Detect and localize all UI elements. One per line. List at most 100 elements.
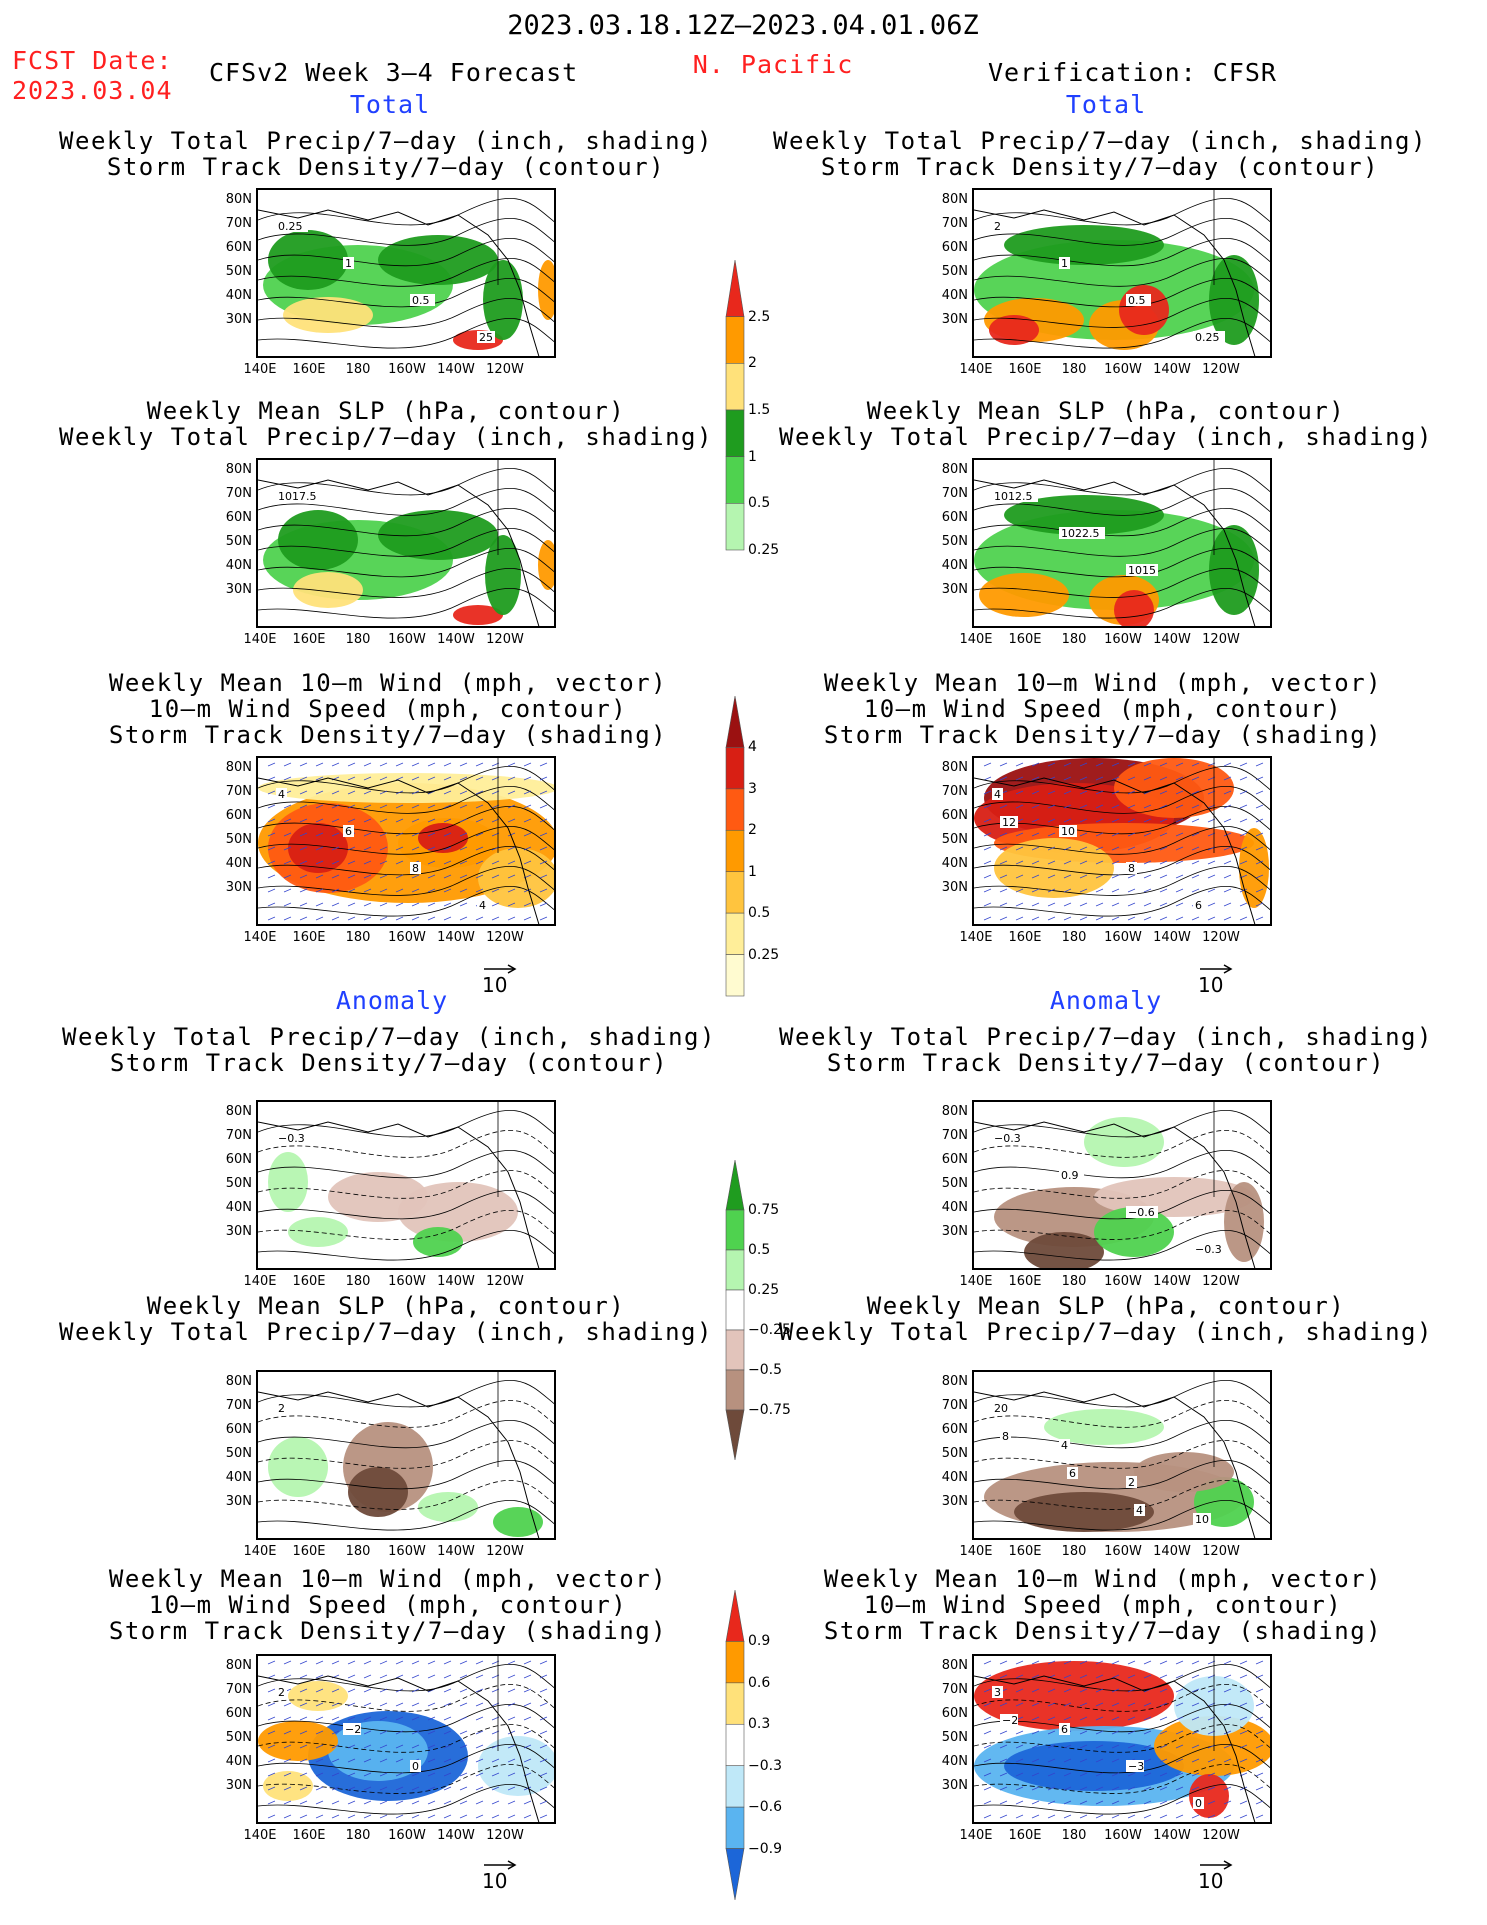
wind-vector [283, 818, 292, 823]
wind-vector [283, 874, 292, 879]
shade-blob [283, 297, 373, 333]
wind-vector [267, 1800, 276, 1805]
wind-vector [1111, 1702, 1120, 1707]
wind-vector [443, 902, 452, 907]
wind-vector [983, 1772, 992, 1777]
y-tick-label: 70N [941, 486, 968, 501]
wind-vector [1015, 860, 1024, 865]
wind-vector [1223, 1786, 1232, 1791]
wind-vector [1175, 1674, 1184, 1679]
contour-line [258, 1110, 554, 1138]
wind-vector [1159, 916, 1168, 921]
wind-vector [443, 776, 452, 781]
wind-vector [1191, 790, 1200, 795]
contour-line [974, 1170, 1270, 1199]
x-tick-label: 180 [1061, 1274, 1087, 1289]
wind-vector [363, 1814, 372, 1819]
contour-line [258, 786, 554, 814]
x-tick-label: 180 [345, 1828, 371, 1843]
contour-line [974, 1744, 1270, 1774]
wind-vector [427, 902, 436, 907]
x-tick-label: 140E [959, 930, 993, 945]
contour-label: −2 [345, 1723, 361, 1736]
wind-vector [983, 916, 992, 921]
wind-vector [1127, 1800, 1136, 1805]
wind-vector [1191, 846, 1200, 851]
shade-blob [278, 510, 358, 570]
wind-vector [507, 804, 516, 809]
contour-label: −2 [1002, 1714, 1018, 1727]
wind-vector [443, 874, 452, 879]
wind-vector [523, 832, 532, 837]
y-tick-label: 50N [225, 1176, 252, 1191]
wind-vector [1143, 818, 1152, 823]
wind-vector [315, 832, 324, 837]
wind-vector [411, 888, 420, 893]
wind-vector [1159, 1814, 1168, 1819]
wind-vector [1159, 1702, 1168, 1707]
colorbar-segment [725, 954, 745, 997]
x-tick-label: 160E [292, 1544, 326, 1559]
shade-blob [418, 823, 468, 853]
colorbar-segment [725, 363, 745, 411]
wind-vector [379, 1730, 388, 1735]
wind-vector [1015, 1744, 1024, 1749]
x-tick-label: 140W [437, 632, 475, 647]
wind-vector [331, 818, 340, 823]
wind-vector [363, 762, 372, 767]
wind-vector [539, 846, 548, 851]
wind-vector [443, 1786, 452, 1791]
arrow-right-icon [1198, 957, 1234, 974]
wind-vector [347, 916, 356, 921]
wind-vector [283, 1758, 292, 1763]
wind-vector [1255, 916, 1264, 921]
wind-vector [1063, 846, 1072, 851]
wind-vector [1079, 1800, 1088, 1805]
wind-vector [379, 1772, 388, 1777]
x-tick-label: 140W [437, 1828, 475, 1843]
wind-vector [459, 860, 468, 865]
wind-vector [299, 874, 308, 879]
contour-line [974, 488, 1270, 516]
verification-title: Verification: CFSR [988, 58, 1277, 87]
map-panel-p3R: 4 10 8 6 12 [972, 756, 1272, 926]
wind-vector [1079, 1660, 1088, 1665]
wind-vector [1191, 1786, 1200, 1791]
colorbar-label: 0.25 [748, 1282, 780, 1298]
wind-vector [1127, 1814, 1136, 1819]
x-tick-label: 160W [388, 1544, 426, 1559]
wind-vector [1031, 1814, 1040, 1819]
wind-vector [1127, 1716, 1136, 1721]
wind-vector [427, 1800, 436, 1805]
wind-vector [1207, 1758, 1216, 1763]
colorbar-label: 2 [748, 355, 757, 372]
wind-vector [507, 776, 516, 781]
wind-vector [427, 874, 436, 879]
wind-vector [363, 1800, 372, 1805]
wind-vector [1239, 1660, 1248, 1665]
wind-vector [1143, 1702, 1152, 1707]
y-tick-label: 60N [941, 1152, 968, 1167]
wind-vector [1127, 1772, 1136, 1777]
x-tick-label: 140E [243, 1544, 277, 1559]
wind-vector [1191, 1716, 1200, 1721]
y-tick-label: 60N [941, 510, 968, 525]
wind-vector [507, 1800, 516, 1805]
wind-vector [999, 1674, 1008, 1679]
x-tick-label: 120W [1202, 930, 1240, 945]
wind-vector [507, 762, 516, 767]
x-tick-label: 120W [486, 1274, 524, 1289]
wind-vector [475, 916, 484, 921]
wind-vector [315, 874, 324, 879]
wind-vector [411, 1786, 420, 1791]
wind-vector [1127, 1702, 1136, 1707]
contour-label: 25 [479, 331, 493, 344]
wind-vector [1143, 1772, 1152, 1777]
wind-vector [539, 790, 548, 795]
wind-vector [283, 1744, 292, 1749]
contour-line [974, 866, 1270, 896]
y-tick-label: 80N [225, 760, 252, 775]
contour-line [974, 806, 1270, 835]
wind-vector [1079, 776, 1088, 781]
wind-vector [1095, 1772, 1104, 1777]
